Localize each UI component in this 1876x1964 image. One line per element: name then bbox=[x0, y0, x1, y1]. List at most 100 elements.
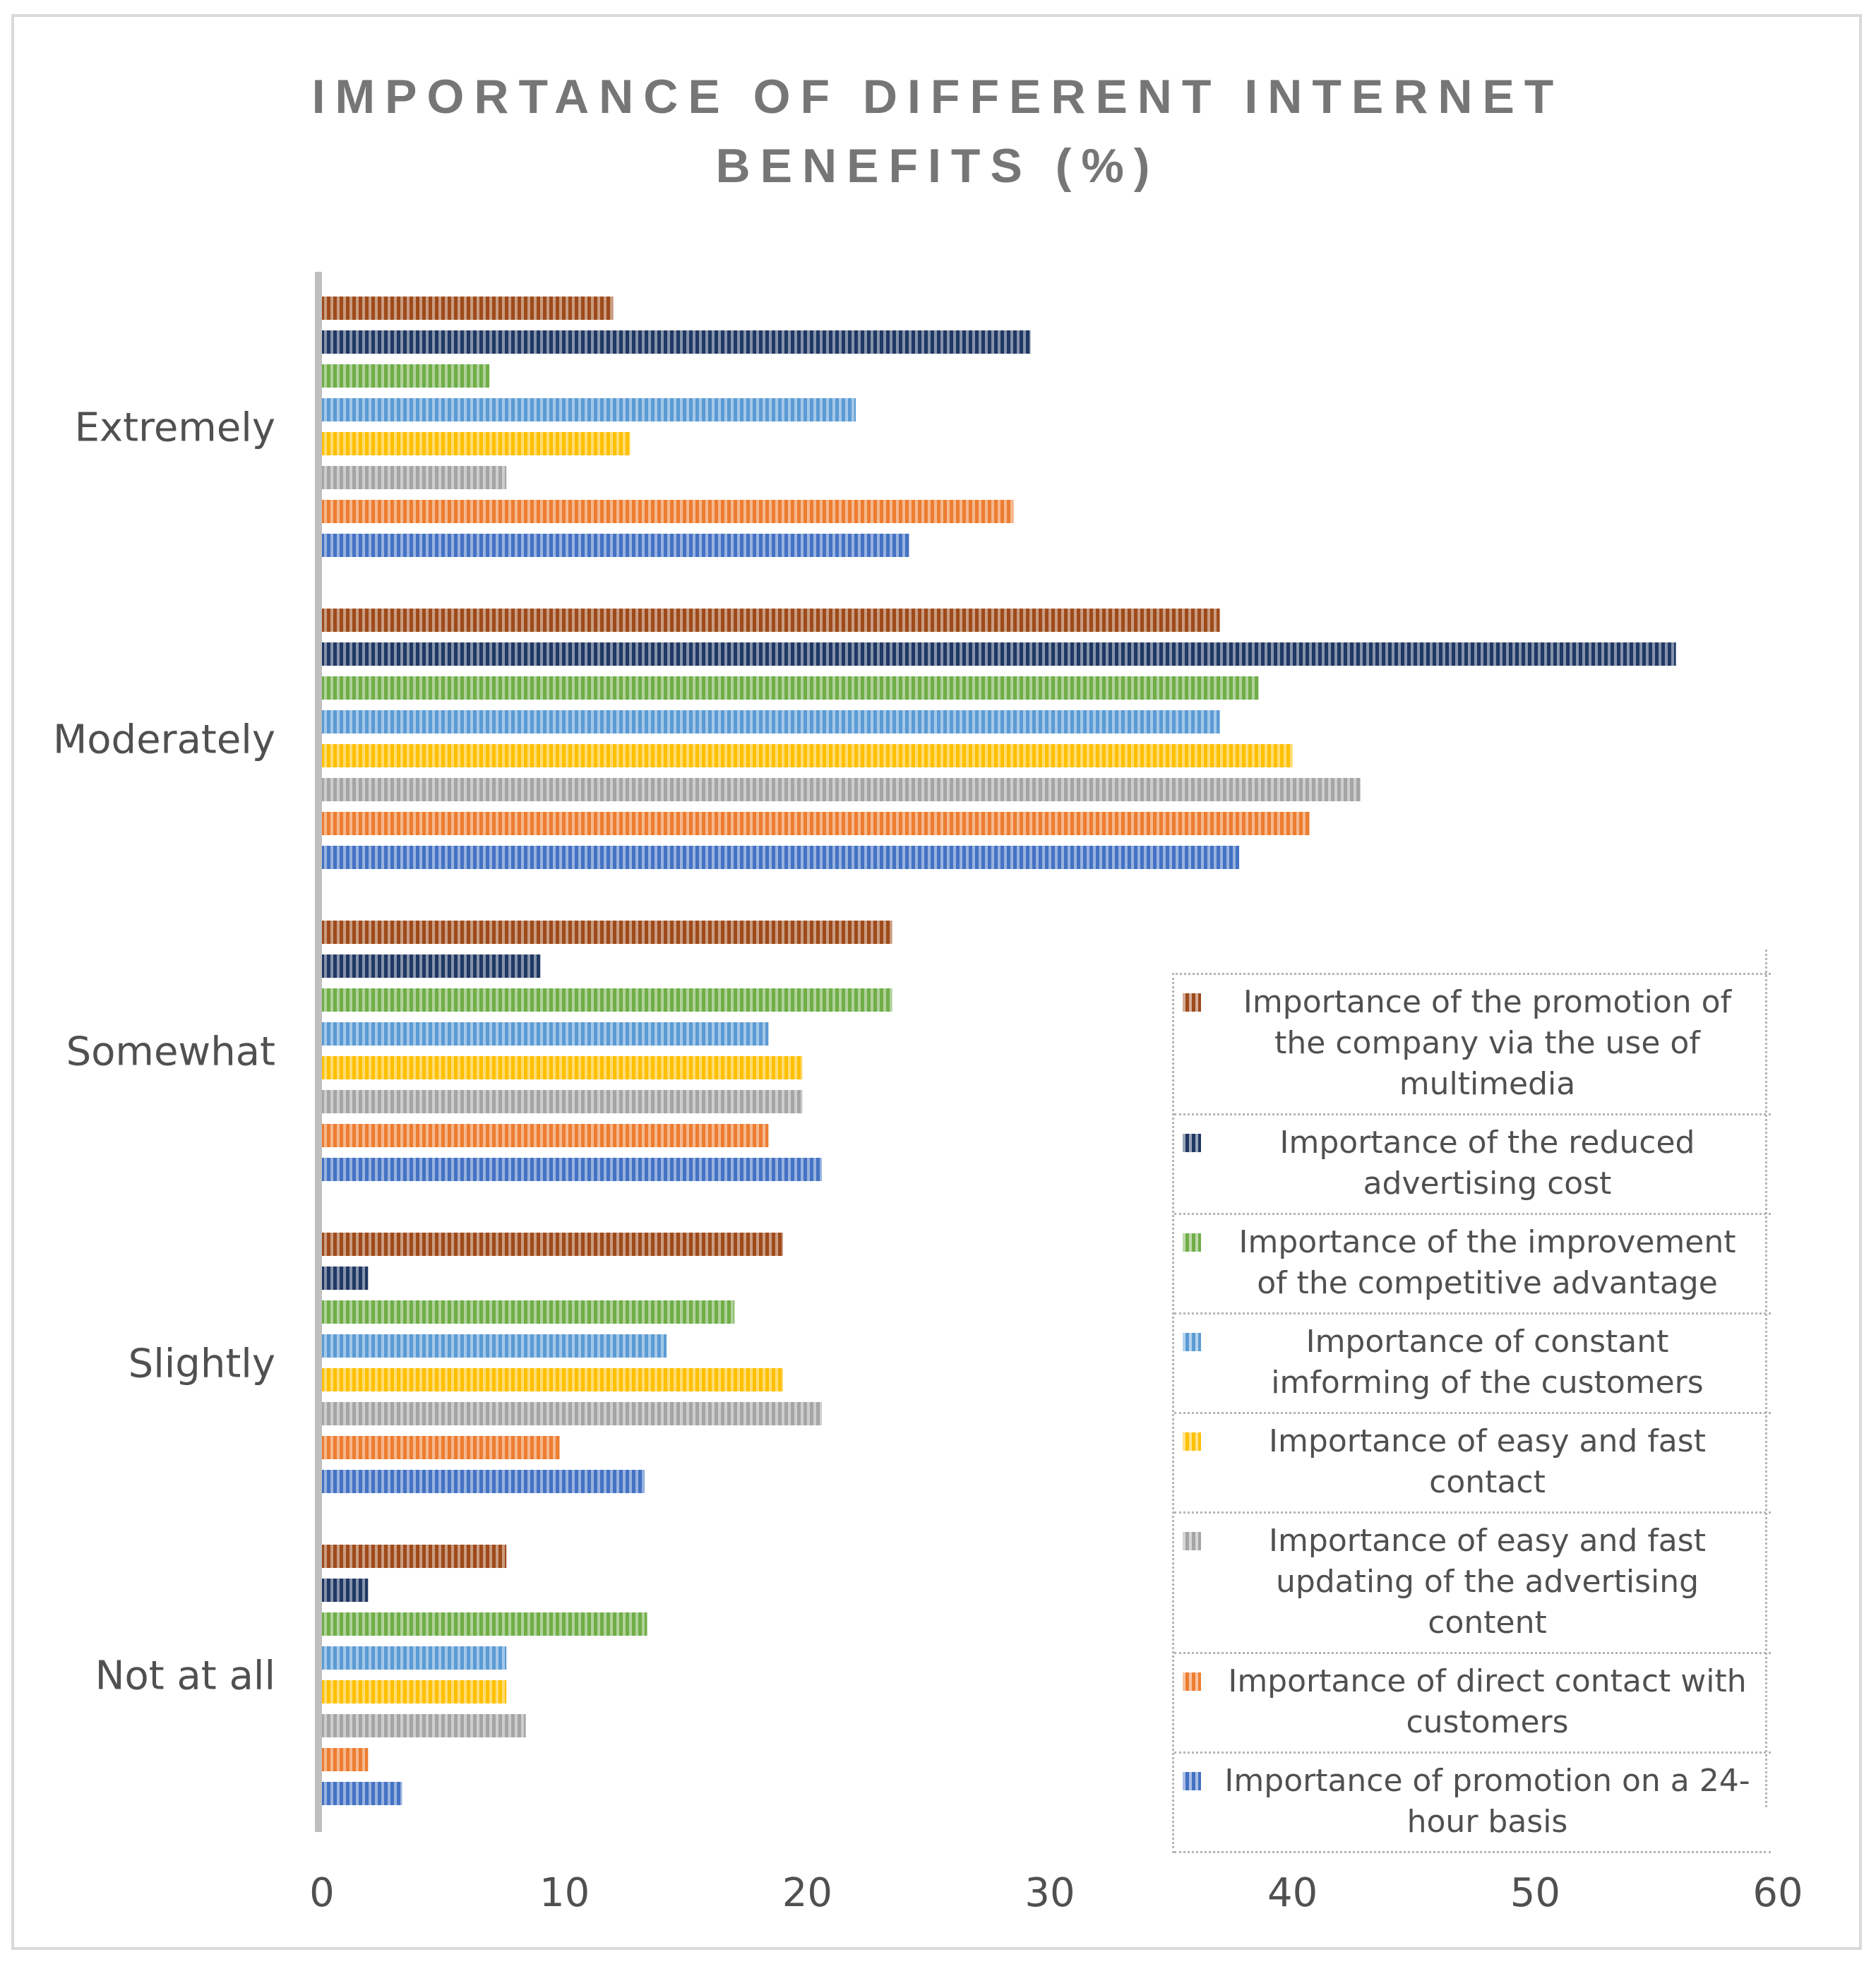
bar-texture-3-1 bbox=[322, 1267, 369, 1290]
legend-label-line: content bbox=[1428, 1605, 1547, 1641]
bar-texture-4-1 bbox=[322, 1579, 369, 1602]
category-label: Somewhat bbox=[66, 1029, 275, 1075]
legend-label: Importance of the promotion of the compan… bbox=[1212, 982, 1762, 1105]
legend-label-line: contact bbox=[1429, 1464, 1546, 1500]
legend-label-line: multimedia bbox=[1399, 1066, 1576, 1102]
bar-texture-0-0 bbox=[322, 297, 614, 320]
legend-label-line: Importance of constant bbox=[1306, 1324, 1669, 1360]
category-label: Extremely bbox=[75, 405, 275, 451]
bar-texture-2-1 bbox=[322, 954, 541, 978]
y-axis-line bbox=[315, 272, 322, 1832]
legend-swatch bbox=[1183, 1233, 1201, 1252]
bar-texture-0-1 bbox=[322, 330, 1031, 354]
bar-texture-3-3 bbox=[322, 1334, 667, 1358]
legend-label: Importance of direct contact with custome… bbox=[1212, 1661, 1762, 1743]
legend-swatch bbox=[1183, 993, 1201, 1012]
legend-swatch bbox=[1183, 1432, 1201, 1451]
x-tick-label: 10 bbox=[539, 1870, 590, 1916]
legend-swatch bbox=[1183, 1333, 1201, 1351]
bar-texture-4-4 bbox=[322, 1680, 507, 1703]
legend-item: Importance of direct contact with custome… bbox=[1174, 1654, 1771, 1754]
bar-texture-2-4 bbox=[322, 1056, 803, 1079]
bar-texture-0-2 bbox=[322, 364, 490, 388]
legend-item: Importance of the improvement of the comp… bbox=[1174, 1215, 1771, 1315]
bar-texture-1-2 bbox=[322, 676, 1259, 700]
legend: Importance of the promotion of the compan… bbox=[1172, 973, 1771, 1853]
legend-label-line: the company via the use of bbox=[1274, 1025, 1700, 1061]
bar-texture-1-1 bbox=[322, 642, 1676, 666]
legend-label-line: customers bbox=[1406, 1704, 1569, 1740]
legend-label: Importance of constant imforming of the c… bbox=[1212, 1322, 1762, 1403]
bar-texture-1-4 bbox=[322, 744, 1293, 767]
legend-item: Importance of easy and fast updating of t… bbox=[1174, 1514, 1771, 1654]
bar-texture-0-5 bbox=[322, 466, 507, 489]
x-tick-label: 40 bbox=[1267, 1870, 1318, 1916]
chart-title-line-1: IMPORTANCE OF DIFFERENT INTERNET bbox=[312, 70, 1564, 124]
legend-label-line: updating of the advertising bbox=[1275, 1564, 1699, 1600]
legend-item: Importance of the promotion of the compan… bbox=[1174, 975, 1771, 1115]
legend-label-line: hour basis bbox=[1406, 1804, 1568, 1840]
legend-swatch bbox=[1183, 1134, 1201, 1152]
legend-item: Importance of easy and fast contact bbox=[1174, 1414, 1771, 1514]
bar-texture-4-7 bbox=[322, 1782, 402, 1805]
legend-label-line: Importance of the reduced bbox=[1279, 1125, 1695, 1161]
legend-label: Importance of the reduced advertising cos… bbox=[1212, 1122, 1762, 1204]
bar-texture-1-7 bbox=[322, 846, 1240, 869]
bar-texture-2-7 bbox=[322, 1158, 822, 1181]
bar-texture-4-3 bbox=[322, 1646, 507, 1670]
bar-texture-2-6 bbox=[322, 1124, 769, 1147]
legend-label-line: Importance of direct contact with bbox=[1228, 1663, 1747, 1699]
bar-texture-3-7 bbox=[322, 1470, 645, 1493]
bar-texture-0-3 bbox=[322, 398, 856, 421]
x-tick-label: 60 bbox=[1752, 1870, 1803, 1916]
bar-texture-2-3 bbox=[322, 1022, 769, 1046]
legend-label-line: Importance of easy and fast bbox=[1269, 1423, 1706, 1459]
legend-item: Importance of the reduced advertising cos… bbox=[1174, 1115, 1771, 1215]
bar-texture-4-2 bbox=[322, 1612, 647, 1636]
legend-label-line: of the competitive advantage bbox=[1257, 1265, 1718, 1301]
legend-label-line: Importance of the promotion of bbox=[1243, 984, 1732, 1020]
legend-label: Importance of easy and fast updating of t… bbox=[1212, 1521, 1762, 1643]
bar-texture-2-0 bbox=[322, 921, 892, 944]
category-label: Slightly bbox=[129, 1341, 275, 1387]
legend-label: Importance of promotion on a 24- hour bas… bbox=[1212, 1761, 1762, 1843]
bars-layer bbox=[322, 297, 1676, 1805]
legend-rule bbox=[1765, 950, 1767, 1807]
x-tick-label: 0 bbox=[309, 1870, 335, 1916]
bar-texture-3-5 bbox=[322, 1402, 822, 1425]
legend-item: Importance of promotion on a 24- hour bas… bbox=[1174, 1754, 1771, 1853]
bar-texture-0-7 bbox=[322, 534, 909, 557]
bar-texture-1-0 bbox=[322, 609, 1220, 632]
x-tick-label: 30 bbox=[1024, 1870, 1075, 1916]
legend-item: Importance of constant imforming of the c… bbox=[1174, 1315, 1771, 1414]
bar-texture-4-0 bbox=[322, 1545, 507, 1568]
bar-texture-3-4 bbox=[322, 1368, 783, 1391]
bar-texture-2-5 bbox=[322, 1090, 803, 1113]
bar-texture-0-6 bbox=[322, 500, 1014, 523]
bar-texture-1-6 bbox=[322, 812, 1310, 835]
legend-label-line: Importance of easy and fast bbox=[1269, 1523, 1706, 1559]
legend-label-line: imforming of the customers bbox=[1271, 1365, 1704, 1401]
x-tick-labels: 0 10 20 30 40 50 60 bbox=[309, 1870, 1803, 1916]
category-labels: Extremely Moderately Somewhat Slightly Not a… bbox=[53, 405, 275, 1699]
bar-texture-1-5 bbox=[322, 778, 1361, 801]
x-tick-label: 50 bbox=[1510, 1870, 1560, 1916]
x-tick-label: 20 bbox=[782, 1870, 832, 1916]
legend-label: Importance of easy and fast contact bbox=[1212, 1421, 1762, 1503]
legend-label-line: advertising cost bbox=[1363, 1166, 1612, 1202]
bar-texture-0-4 bbox=[322, 432, 631, 455]
chart-title-line-2: BENEFITS (%) bbox=[716, 139, 1160, 193]
category-label: Not at all bbox=[95, 1653, 275, 1699]
bar-texture-3-6 bbox=[322, 1436, 560, 1459]
bar-texture-3-0 bbox=[322, 1233, 783, 1256]
legend-label-line: Importance of promotion on a 24- bbox=[1224, 1763, 1750, 1799]
category-label: Moderately bbox=[53, 717, 275, 763]
legend-label-line: Importance of the improvement bbox=[1238, 1224, 1736, 1260]
bar-texture-3-2 bbox=[322, 1300, 735, 1324]
legend-swatch bbox=[1183, 1772, 1201, 1790]
legend-label: Importance of the improvement of the comp… bbox=[1212, 1222, 1762, 1304]
bar-texture-4-5 bbox=[322, 1714, 526, 1737]
bar-texture-4-6 bbox=[322, 1748, 369, 1771]
legend-swatch bbox=[1183, 1532, 1201, 1550]
